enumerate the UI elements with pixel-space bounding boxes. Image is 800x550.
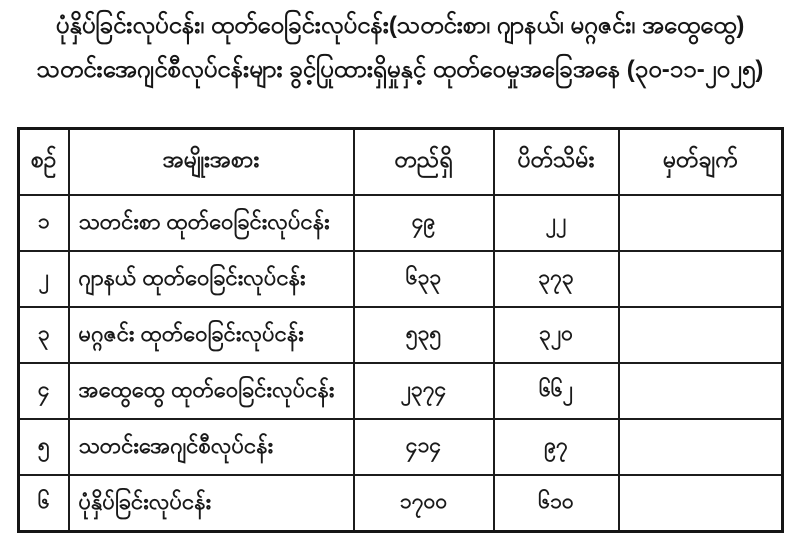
cell-existing: ၂၃၇၄ bbox=[352, 362, 495, 420]
permits-table: စဉ် အမျိုးအစား တည်ရှိ ပိတ်သိမ်း မှတ်ချက်… bbox=[17, 127, 784, 533]
cell-remark bbox=[617, 194, 784, 252]
cell-serial: ၃ bbox=[17, 306, 70, 364]
col-header-existing: တည်ရှိ bbox=[352, 127, 495, 196]
cell-existing: ၄၉ bbox=[352, 194, 495, 252]
cell-remark bbox=[617, 250, 784, 308]
document-title-line2: သတင်းအေဂျင်စီလုပ်ငန်းများ ခွင့်ပြုထားရှိ… bbox=[36, 56, 764, 83]
document-title-line1: ပုံနှိပ်ခြင်းလုပ်ငန်း၊ ထုတ်ဝေခြင်းလုပ်ငန… bbox=[55, 12, 745, 39]
table-header-row: စဉ် အမျိုးအစား တည်ရှိ ပိတ်သိမ်း မှတ်ချက် bbox=[17, 127, 784, 196]
cell-existing: ၅၃၅ bbox=[352, 306, 495, 364]
cell-serial: ၁ bbox=[17, 194, 70, 252]
cell-category: ပုံနှိပ်ခြင်းလုပ်ငန်း bbox=[67, 474, 355, 533]
cell-closed: ၆၁၀ bbox=[492, 474, 620, 533]
cell-closed: ၆၆၂ bbox=[492, 362, 620, 420]
col-header-serial: စဉ် bbox=[17, 127, 70, 196]
cell-closed: ၃၇၃ bbox=[492, 250, 620, 308]
table-row: ၁ သတင်းစာ ထုတ်ဝေခြင်းလုပ်ငန်း ၄၉ ၂၂ bbox=[17, 194, 784, 252]
cell-closed: ၂၂ bbox=[492, 194, 620, 252]
cell-existing: ၁၇၀၀ bbox=[352, 474, 495, 533]
col-header-remark: မှတ်ချက် bbox=[617, 127, 784, 196]
col-header-closed: ပိတ်သိမ်း bbox=[492, 127, 620, 196]
cell-remark bbox=[617, 474, 784, 533]
cell-category: အထွေထွေ ထုတ်ဝေခြင်းလုပ်ငန်း bbox=[67, 362, 355, 420]
cell-serial: ၂ bbox=[17, 250, 70, 308]
cell-serial: ၆ bbox=[17, 474, 70, 533]
cell-existing: ၆၃၃ bbox=[352, 250, 495, 308]
cell-category: မဂ္ဂဇင်း ထုတ်ဝေခြင်းလုပ်ငန်း bbox=[67, 306, 355, 364]
table-row: ၅ သတင်းအေဂျင်စီလုပ်ငန်း ၄၁၄ ၉၇ bbox=[17, 418, 784, 476]
cell-category: သတင်းအေဂျင်စီလုပ်ငန်း bbox=[67, 418, 355, 476]
table-row: ၃ မဂ္ဂဇင်း ထုတ်ဝေခြင်းလုပ်ငန်း ၅၃၅ ၃၂၀ bbox=[17, 306, 784, 364]
table-row: ၂ ဂျာနယ် ထုတ်ဝေခြင်းလုပ်ငန်း ၆၃၃ ၃၇၃ bbox=[17, 250, 784, 308]
cell-serial: ၄ bbox=[17, 362, 70, 420]
cell-remark bbox=[617, 362, 784, 420]
col-header-category: အမျိုးအစား bbox=[67, 127, 355, 196]
cell-closed: ၃၂၀ bbox=[492, 306, 620, 364]
cell-category: ဂျာနယ် ထုတ်ဝေခြင်းလုပ်ငန်း bbox=[67, 250, 355, 308]
table-row: ၆ ပုံနှိပ်ခြင်းလုပ်ငန်း ၁၇၀၀ ၆၁၀ bbox=[17, 474, 784, 533]
cell-serial: ၅ bbox=[17, 418, 70, 476]
cell-category: သတင်းစာ ထုတ်ဝေခြင်းလုပ်ငန်း bbox=[67, 194, 355, 252]
cell-closed: ၉၇ bbox=[492, 418, 620, 476]
cell-existing: ၄၁၄ bbox=[352, 418, 495, 476]
cell-remark bbox=[617, 418, 784, 476]
table-row: ၄ အထွေထွေ ထုတ်ဝေခြင်းလုပ်ငန်း ၂၃၇၄ ၆၆၂ bbox=[17, 362, 784, 420]
cell-remark bbox=[617, 306, 784, 364]
